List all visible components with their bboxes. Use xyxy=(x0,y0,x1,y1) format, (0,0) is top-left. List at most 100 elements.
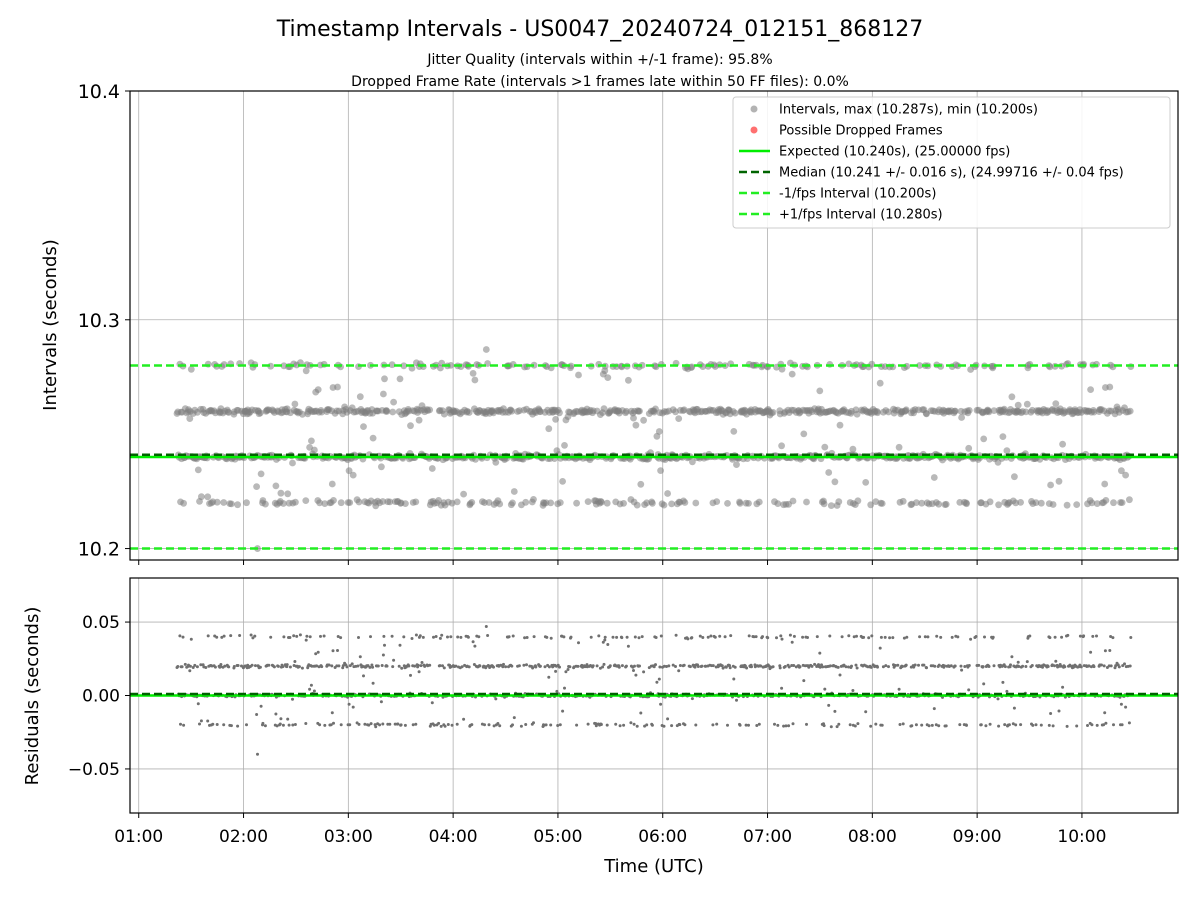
residual-point xyxy=(358,655,362,659)
interval-point xyxy=(402,500,409,507)
residual-point xyxy=(602,662,606,666)
residual-point xyxy=(759,664,763,668)
residual-point xyxy=(761,635,764,639)
residual-point xyxy=(779,634,783,638)
residual-point xyxy=(913,663,917,667)
interval-point xyxy=(337,499,345,507)
intervals-reference-lines xyxy=(130,364,1178,550)
residual-point xyxy=(259,704,263,708)
residual-point xyxy=(755,724,759,727)
residual-point xyxy=(179,722,182,726)
interval-point xyxy=(895,443,903,451)
residual-point xyxy=(833,709,837,713)
residual-point xyxy=(297,665,301,669)
interval-point xyxy=(681,499,689,506)
residual-point xyxy=(1114,664,1118,668)
residual-point xyxy=(939,635,943,639)
residual-point xyxy=(310,664,314,668)
residual-point xyxy=(351,705,355,709)
interval-point xyxy=(1087,386,1094,393)
interval-point xyxy=(774,500,782,507)
residual-point xyxy=(304,722,308,725)
interval-point xyxy=(1003,447,1011,455)
residual-point xyxy=(371,681,375,685)
residual-point xyxy=(1108,649,1112,652)
residual-point xyxy=(601,665,605,669)
interval-point xyxy=(257,409,264,417)
residual-point xyxy=(400,666,404,670)
residual-point xyxy=(1091,634,1095,638)
interval-point xyxy=(1052,400,1060,407)
residual-point xyxy=(1019,723,1023,727)
interval-point xyxy=(349,471,357,479)
residual-point xyxy=(219,663,223,666)
residual-point xyxy=(381,722,385,726)
residual-point xyxy=(896,663,900,667)
residual-point xyxy=(568,665,572,669)
residuals-panel: −0.050.000.05 01:00 02:00 03:00 04:00 05:00 0… xyxy=(22,577,1179,877)
residual-point xyxy=(747,723,750,727)
x-tick-label: 04:00 xyxy=(429,827,478,847)
residual-point xyxy=(1051,724,1055,728)
residual-point xyxy=(1103,649,1107,653)
residual-point xyxy=(549,723,553,727)
interval-point xyxy=(1011,473,1018,481)
interval-point xyxy=(1118,499,1126,506)
residual-point xyxy=(960,668,964,672)
residual-point xyxy=(870,634,874,638)
interval-point xyxy=(369,434,377,442)
residuals-y-ticks: −0.05 0.00 0.05 xyxy=(68,613,130,780)
interval-point xyxy=(308,437,315,445)
residual-point xyxy=(466,635,470,639)
residual-point xyxy=(249,633,253,637)
residual-point xyxy=(478,664,482,668)
residual-point xyxy=(1124,705,1128,709)
residual-point xyxy=(348,723,352,727)
interval-point xyxy=(632,421,640,429)
interval-point xyxy=(660,501,668,509)
residual-point xyxy=(1112,723,1115,727)
interval-point xyxy=(272,482,280,490)
residual-point xyxy=(286,717,290,721)
residual-point xyxy=(694,723,698,727)
residual-point xyxy=(215,635,219,639)
interval-point xyxy=(1102,497,1110,504)
residual-point xyxy=(662,724,666,728)
residual-point xyxy=(176,665,180,668)
interval-point xyxy=(1012,499,1020,507)
interval-point xyxy=(854,497,862,505)
interval-point xyxy=(280,500,287,507)
interval-point xyxy=(291,400,299,408)
residual-point xyxy=(282,635,286,639)
residual-point xyxy=(738,723,742,727)
residual-point xyxy=(483,723,486,727)
residual-point xyxy=(728,666,732,670)
residual-point xyxy=(900,665,904,669)
interval-point xyxy=(262,500,269,508)
residual-point xyxy=(977,663,981,667)
residual-point xyxy=(1100,663,1103,667)
residual-point xyxy=(363,722,367,726)
interval-point xyxy=(316,499,323,507)
residual-point xyxy=(773,722,776,726)
residual-point xyxy=(1030,664,1034,667)
residual-point xyxy=(434,635,438,638)
interval-point xyxy=(1055,477,1063,485)
y-tick-label: 0.00 xyxy=(82,687,120,707)
residual-point xyxy=(880,723,884,727)
interval-point xyxy=(788,370,796,378)
residual-point xyxy=(893,664,897,667)
interval-point xyxy=(1023,400,1031,408)
residual-point xyxy=(188,664,192,668)
residual-point xyxy=(778,666,782,670)
residual-point xyxy=(498,724,502,728)
interval-point xyxy=(995,501,1002,509)
residual-point xyxy=(330,711,334,715)
interval-point xyxy=(277,489,285,497)
interval-point xyxy=(688,363,696,371)
residual-point xyxy=(339,636,343,640)
residual-point xyxy=(215,723,219,726)
interval-point xyxy=(552,416,559,423)
residual-point xyxy=(357,636,360,639)
residual-point xyxy=(370,663,374,667)
